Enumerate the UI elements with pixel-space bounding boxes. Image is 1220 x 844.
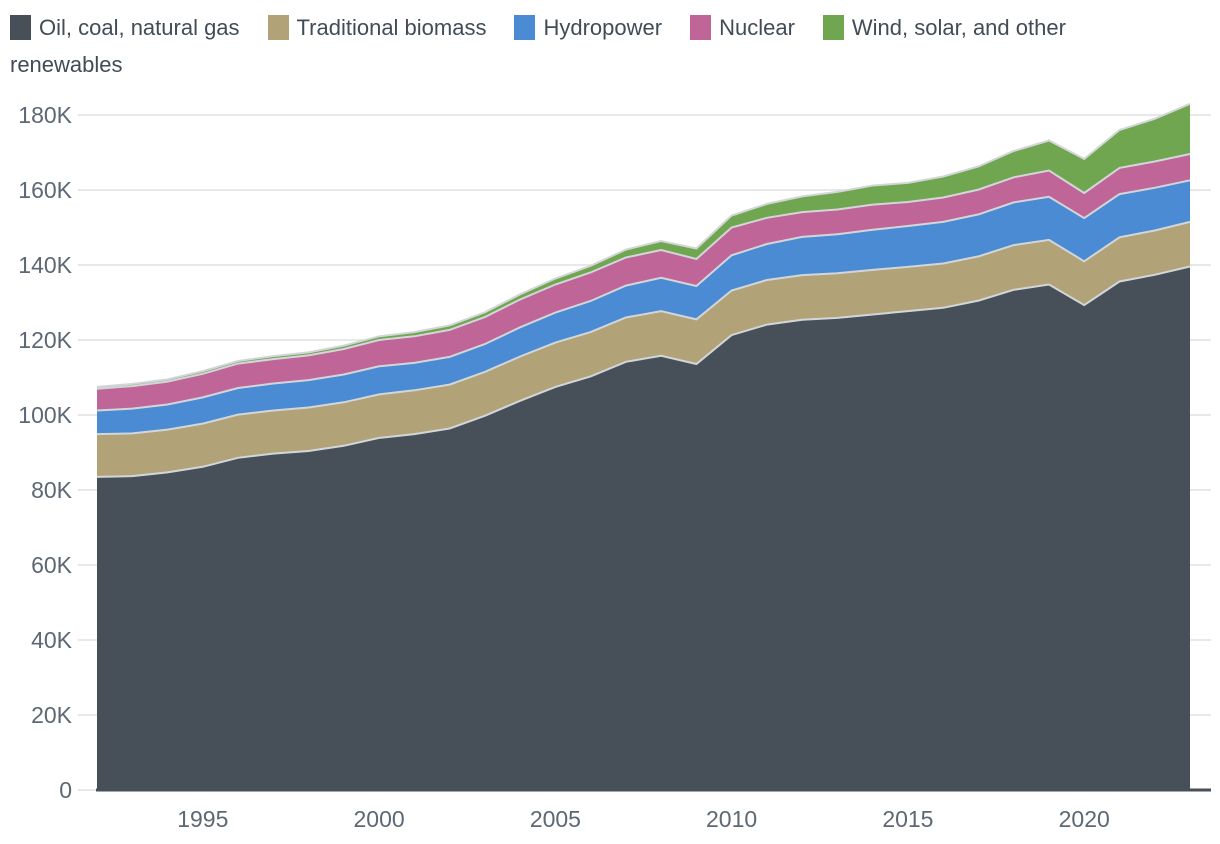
band-edge-traditional-biomass <box>96 220 1191 436</box>
legend-swatch-hydropower <box>514 15 536 40</box>
legend-item-hydropower: Hydropower <box>514 15 662 40</box>
x-tick-label: 2005 <box>530 806 581 832</box>
legend-swatch-wind-solar-and-other-renewables <box>822 15 844 40</box>
y-tick-label: 120K <box>18 327 72 353</box>
legend-label: Oil, coal, natural gas <box>39 15 240 40</box>
legend-label: Traditional biomass <box>296 15 487 40</box>
area-oil-coal-natural-gas <box>97 266 1190 790</box>
legend-item-wind-solar-and-other-renewables: Wind, solar, and other renewables <box>10 15 1066 77</box>
legend-label: Hydropower <box>543 15 663 40</box>
y-tick-label: 140K <box>18 252 72 278</box>
x-tick-label: 2000 <box>354 806 405 832</box>
x-tick-label: 2010 <box>706 806 757 832</box>
legend-label: Wind, solar, and other renewables <box>10 15 1066 77</box>
y-tick-label: 40K <box>31 627 73 653</box>
y-tick-label: 60K <box>31 552 73 578</box>
band-edge-oil-coal-natural-gas <box>96 265 1191 478</box>
y-tick-label: 160K <box>18 177 72 203</box>
band-edge-hydropower <box>96 179 1191 412</box>
band-edge-nuclear <box>96 153 1191 390</box>
legend-swatch-oil-coal-natural-gas <box>10 15 31 40</box>
legend-item-nuclear: Nuclear <box>690 15 795 40</box>
x-tick-label: 1995 <box>177 806 228 832</box>
y-tick-label: 80K <box>31 477 73 503</box>
legend-swatch-nuclear <box>690 15 712 40</box>
x-tick-label: 2020 <box>1059 806 1110 832</box>
y-tick-label: 0 <box>59 777 72 803</box>
legend-item-oil-coal-natural-gas: Oil, coal, natural gas <box>10 15 240 40</box>
x-tick-label: 2015 <box>882 806 933 832</box>
legend-label: Nuclear <box>719 15 795 40</box>
y-tick-label: 20K <box>31 702 73 728</box>
y-tick-label: 100K <box>18 402 72 428</box>
band-edge-wind-solar-and-other-renewables <box>96 102 1191 388</box>
legend-swatch-traditional-biomass <box>267 15 289 40</box>
chart-legend: Oil, coal, natural gas Traditional biomas… <box>10 9 1110 83</box>
legend-item-traditional-biomass: Traditional biomass <box>267 15 487 40</box>
y-tick-label: 180K <box>18 102 72 128</box>
